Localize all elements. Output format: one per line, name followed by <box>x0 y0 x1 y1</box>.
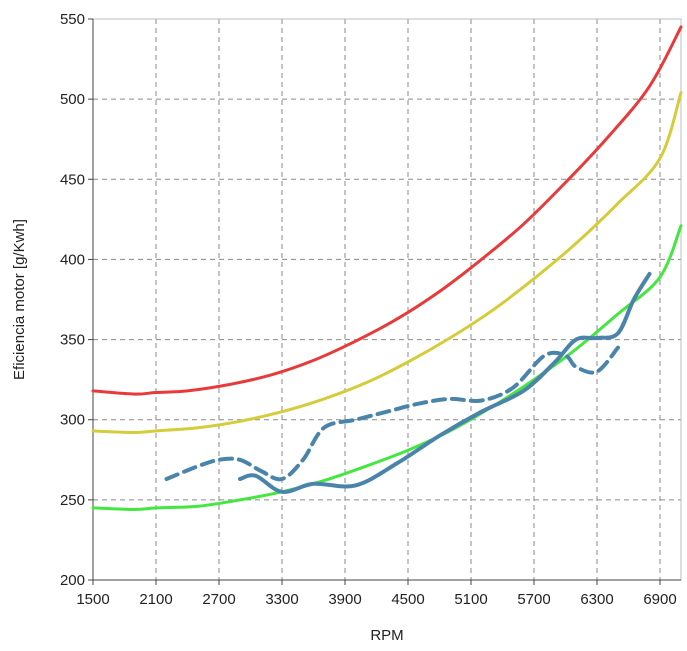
y-tick-label: 300 <box>60 412 85 429</box>
y-tick-label: 200 <box>60 572 85 589</box>
y-tick-label: 500 <box>60 91 85 108</box>
axes <box>88 18 681 585</box>
x-tick-label: 5700 <box>517 591 550 608</box>
x-tick-label: 2700 <box>202 591 235 608</box>
series-line-1 <box>91 25 683 396</box>
x-tick-label: 4500 <box>391 591 424 608</box>
x-tick-label: 2100 <box>139 591 172 608</box>
grid <box>93 18 681 580</box>
y-tick-labels: 200 250 300 350 400 450 500 550 <box>60 11 85 589</box>
x-tick-labels: 1500 2100 2700 3300 3900 4500 5100 5700 6300 6900 <box>76 591 676 608</box>
x-tick-label: 3900 <box>328 591 361 608</box>
x-tick-label: 5100 <box>454 591 487 608</box>
y-tick-label: 250 <box>60 492 85 509</box>
series-layer <box>91 25 683 511</box>
x-tick-label: 6300 <box>580 591 613 608</box>
series-line-2 <box>91 91 683 434</box>
y-tick-label: 350 <box>60 332 85 349</box>
plot-border <box>92 18 682 581</box>
y-tick-label: 450 <box>60 171 85 188</box>
y-tick-label: 550 <box>60 11 85 28</box>
y-axis-title: Eficiencia motor [g/Kwh] <box>11 219 28 380</box>
series-line-5 <box>164 345 620 482</box>
x-tick-label: 3300 <box>265 591 298 608</box>
x-tick-label: 1500 <box>76 591 109 608</box>
series-line-4 <box>238 271 652 494</box>
x-tick-label: 6900 <box>643 591 676 608</box>
series-line-3 <box>91 224 683 511</box>
x-axis-title: RPM <box>370 627 403 644</box>
y-tick-label: 400 <box>60 251 85 268</box>
